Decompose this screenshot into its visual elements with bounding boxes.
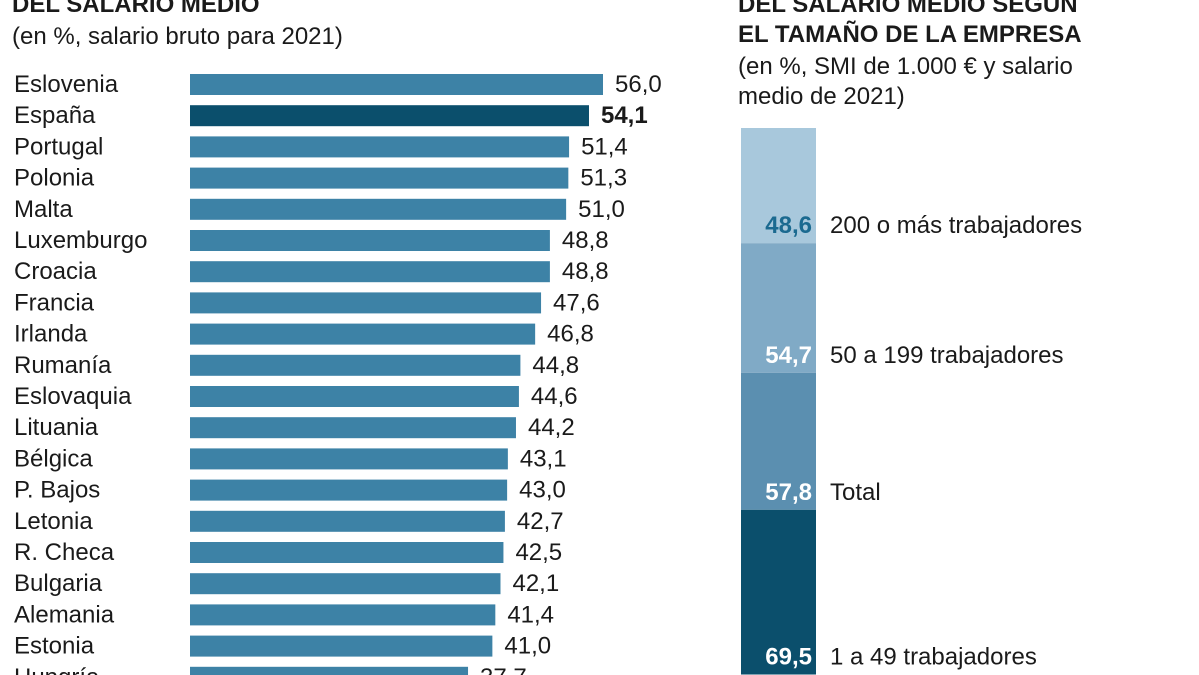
value-label: 54,7 xyxy=(765,342,812,369)
category-label: Letonia xyxy=(14,508,93,535)
category-label: Eslovaquia xyxy=(14,383,132,410)
category-label: Portugal xyxy=(14,133,103,160)
segment xyxy=(741,509,816,675)
category-label: Estonia xyxy=(14,633,95,660)
segment xyxy=(741,128,816,244)
value-label: 46,8 xyxy=(547,321,594,348)
value-label: 54,1 xyxy=(601,102,648,129)
category-label: Bélgica xyxy=(14,445,93,472)
bar xyxy=(190,542,504,563)
bar xyxy=(190,635,493,657)
chart-subtitle: (en %, salario bruto para 2021) xyxy=(12,23,343,50)
value-label: 51,4 xyxy=(581,133,628,160)
chart-title: DEL SALARIO MEDIO xyxy=(12,0,260,18)
category-label: Croacia xyxy=(14,258,97,285)
value-label: 37,7 xyxy=(480,664,527,675)
category-label: Hungría xyxy=(14,664,100,675)
category-label: Rumanía xyxy=(14,352,112,379)
category-label: Eslovenia xyxy=(14,71,119,98)
bar xyxy=(190,448,508,470)
bar xyxy=(190,198,567,220)
category-label: Alemania xyxy=(14,601,115,628)
value-label: 48,8 xyxy=(562,258,609,285)
chart-subtitle: medio de 2021) xyxy=(738,83,905,110)
category-label: Bulgaria xyxy=(14,570,103,597)
category-label: Polonia xyxy=(14,165,95,192)
category-label: Malta xyxy=(14,196,73,223)
category-label: Lituania xyxy=(14,414,99,441)
category-label: R. Checa xyxy=(14,539,115,566)
bar xyxy=(190,292,542,314)
value-label: 42,1 xyxy=(512,570,559,597)
value-label: 44,6 xyxy=(531,383,578,410)
category-label: España xyxy=(14,102,96,129)
value-label: 41,4 xyxy=(507,601,554,628)
bar xyxy=(190,573,501,595)
bar xyxy=(190,136,570,158)
category-label: P. Bajos xyxy=(14,477,100,504)
value-label: 47,6 xyxy=(553,289,600,316)
bar xyxy=(190,167,569,189)
value-label: 44,2 xyxy=(528,414,575,441)
segment xyxy=(741,372,816,510)
bar xyxy=(190,261,550,283)
bar xyxy=(190,323,536,345)
value-label: 69,5 xyxy=(765,644,812,671)
category-label: 50 a 199 trabajadores xyxy=(830,342,1064,369)
bar xyxy=(190,417,516,439)
bar xyxy=(190,105,589,127)
category-label: 1 a 49 trabajadores xyxy=(830,644,1037,671)
category-label: Francia xyxy=(14,289,95,316)
category-label: Irlanda xyxy=(14,321,88,348)
bar xyxy=(190,604,496,626)
value-label: 48,6 xyxy=(765,212,812,239)
category-label: Total xyxy=(830,479,881,506)
category-label: 200 o más trabajadores xyxy=(830,212,1082,239)
chart-subtitle: (en %, SMI de 1.000 € y salario xyxy=(738,53,1073,80)
value-label: 41,0 xyxy=(504,633,551,660)
bar xyxy=(190,479,508,501)
bar xyxy=(190,354,521,376)
bar xyxy=(190,74,603,95)
value-label: 51,0 xyxy=(578,196,625,223)
chart-title: EL TAMAÑO DE LA EMPRESA xyxy=(738,20,1082,48)
value-label: 57,8 xyxy=(765,479,812,506)
value-label: 42,5 xyxy=(515,539,562,566)
bar xyxy=(190,666,469,675)
value-label: 48,8 xyxy=(562,227,609,254)
category-label: Luxemburgo xyxy=(14,227,147,254)
bar xyxy=(190,230,550,251)
value-label: 43,1 xyxy=(520,445,567,472)
chart-title: DEL SALARIO MEDIO SEGÚN xyxy=(738,0,1078,18)
value-label: 51,3 xyxy=(580,165,627,192)
value-label: 44,8 xyxy=(532,352,579,379)
segment xyxy=(741,243,816,373)
value-label: 56,0 xyxy=(615,71,662,98)
value-label: 42,7 xyxy=(517,508,564,535)
value-label: 43,0 xyxy=(519,477,566,504)
bar xyxy=(190,510,505,532)
bar xyxy=(190,386,519,407)
